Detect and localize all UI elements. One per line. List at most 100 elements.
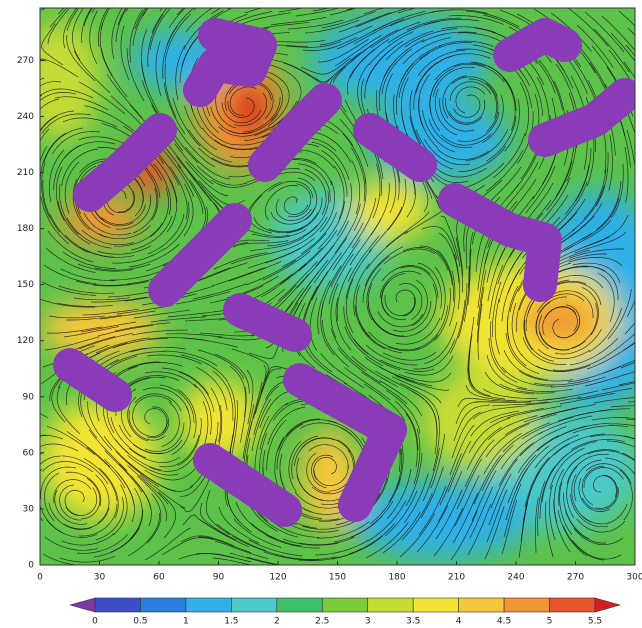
streamline bbox=[132, 395, 173, 421]
streamline bbox=[328, 253, 354, 305]
streamline bbox=[501, 268, 521, 322]
streamline bbox=[387, 334, 439, 352]
streamline bbox=[163, 82, 186, 135]
streamline bbox=[438, 40, 494, 48]
streamline bbox=[517, 435, 559, 474]
streamline bbox=[112, 484, 128, 536]
streamline bbox=[94, 263, 151, 271]
colorbar-segment bbox=[94, 597, 141, 613]
streamline bbox=[40, 98, 60, 110]
y-tick-label: 270 bbox=[17, 56, 34, 66]
colorbar-segment bbox=[458, 597, 505, 613]
streamline bbox=[151, 8, 168, 34]
streamline bbox=[423, 18, 480, 26]
streamline bbox=[533, 379, 590, 386]
streamline bbox=[40, 132, 67, 181]
streamline bbox=[439, 453, 462, 506]
y-tick-label: 120 bbox=[17, 336, 34, 346]
streamline bbox=[127, 362, 183, 370]
streamline bbox=[65, 487, 98, 516]
y-tick-label: 60 bbox=[23, 448, 35, 458]
streamline bbox=[339, 118, 369, 168]
streamline bbox=[453, 404, 491, 442]
streamline bbox=[59, 555, 115, 563]
streamline bbox=[228, 113, 279, 134]
streamline bbox=[570, 494, 609, 528]
streamline bbox=[142, 473, 194, 492]
streamline bbox=[476, 286, 485, 343]
streamline bbox=[549, 484, 556, 541]
streamline bbox=[506, 405, 562, 419]
streamline bbox=[358, 320, 403, 354]
streamline bbox=[574, 231, 627, 254]
streamline bbox=[454, 475, 480, 527]
streamline bbox=[231, 399, 238, 456]
streamline bbox=[467, 503, 492, 556]
streamline bbox=[167, 310, 224, 318]
streamline bbox=[48, 315, 105, 319]
streamline bbox=[144, 371, 197, 388]
x-tick-label: 60 bbox=[153, 573, 165, 583]
streamline bbox=[111, 248, 166, 264]
streamline bbox=[146, 493, 162, 544]
streamline bbox=[450, 510, 478, 561]
streamline bbox=[351, 147, 366, 202]
streamline bbox=[440, 133, 492, 146]
streamline bbox=[242, 97, 281, 133]
streamline bbox=[164, 13, 192, 63]
streamline bbox=[265, 534, 320, 549]
streamline bbox=[216, 523, 267, 552]
streamline bbox=[334, 34, 382, 67]
streamline bbox=[80, 321, 137, 333]
streamline bbox=[301, 520, 357, 530]
streamline bbox=[164, 201, 190, 250]
streamline bbox=[65, 471, 102, 507]
streamline bbox=[245, 259, 297, 286]
streamline bbox=[44, 536, 98, 551]
streamline bbox=[516, 387, 573, 392]
streamline bbox=[596, 180, 622, 230]
streamline bbox=[333, 165, 345, 220]
streamline bbox=[503, 349, 548, 381]
streamline bbox=[313, 464, 349, 487]
streamline bbox=[147, 14, 164, 68]
building bbox=[528, 78, 635, 157]
streamline bbox=[233, 92, 268, 127]
streamline bbox=[401, 493, 433, 541]
streamline bbox=[248, 539, 303, 557]
streamline bbox=[542, 306, 577, 336]
streamline bbox=[384, 490, 418, 537]
streamline bbox=[304, 168, 327, 216]
streamline bbox=[439, 97, 475, 132]
streamline bbox=[608, 134, 613, 191]
x-tick-label: 210 bbox=[448, 573, 465, 583]
streamline bbox=[44, 336, 100, 351]
streamline bbox=[72, 178, 90, 230]
streamline bbox=[59, 183, 79, 235]
streamline bbox=[490, 458, 518, 509]
streamline bbox=[465, 10, 520, 28]
streamline bbox=[184, 105, 218, 151]
streamline bbox=[453, 94, 481, 118]
streamline bbox=[185, 8, 213, 33]
streamline bbox=[81, 229, 135, 246]
streamline bbox=[283, 216, 328, 251]
streamline bbox=[284, 521, 340, 533]
y-tick-label: 30 bbox=[23, 504, 35, 514]
streamline bbox=[501, 499, 518, 555]
streamline bbox=[357, 63, 370, 117]
streamline bbox=[351, 29, 399, 62]
streamline bbox=[229, 86, 257, 116]
streamline bbox=[304, 347, 348, 385]
streamline bbox=[597, 272, 615, 323]
streamline bbox=[99, 22, 113, 77]
streamline bbox=[175, 45, 186, 101]
colorbar-segment bbox=[231, 597, 278, 613]
streamline bbox=[82, 308, 139, 316]
streamline bbox=[79, 246, 135, 258]
streamline bbox=[320, 302, 335, 356]
streamline bbox=[601, 15, 635, 51]
streamline bbox=[40, 298, 96, 308]
streamline bbox=[291, 435, 319, 480]
streamline bbox=[468, 350, 491, 397]
